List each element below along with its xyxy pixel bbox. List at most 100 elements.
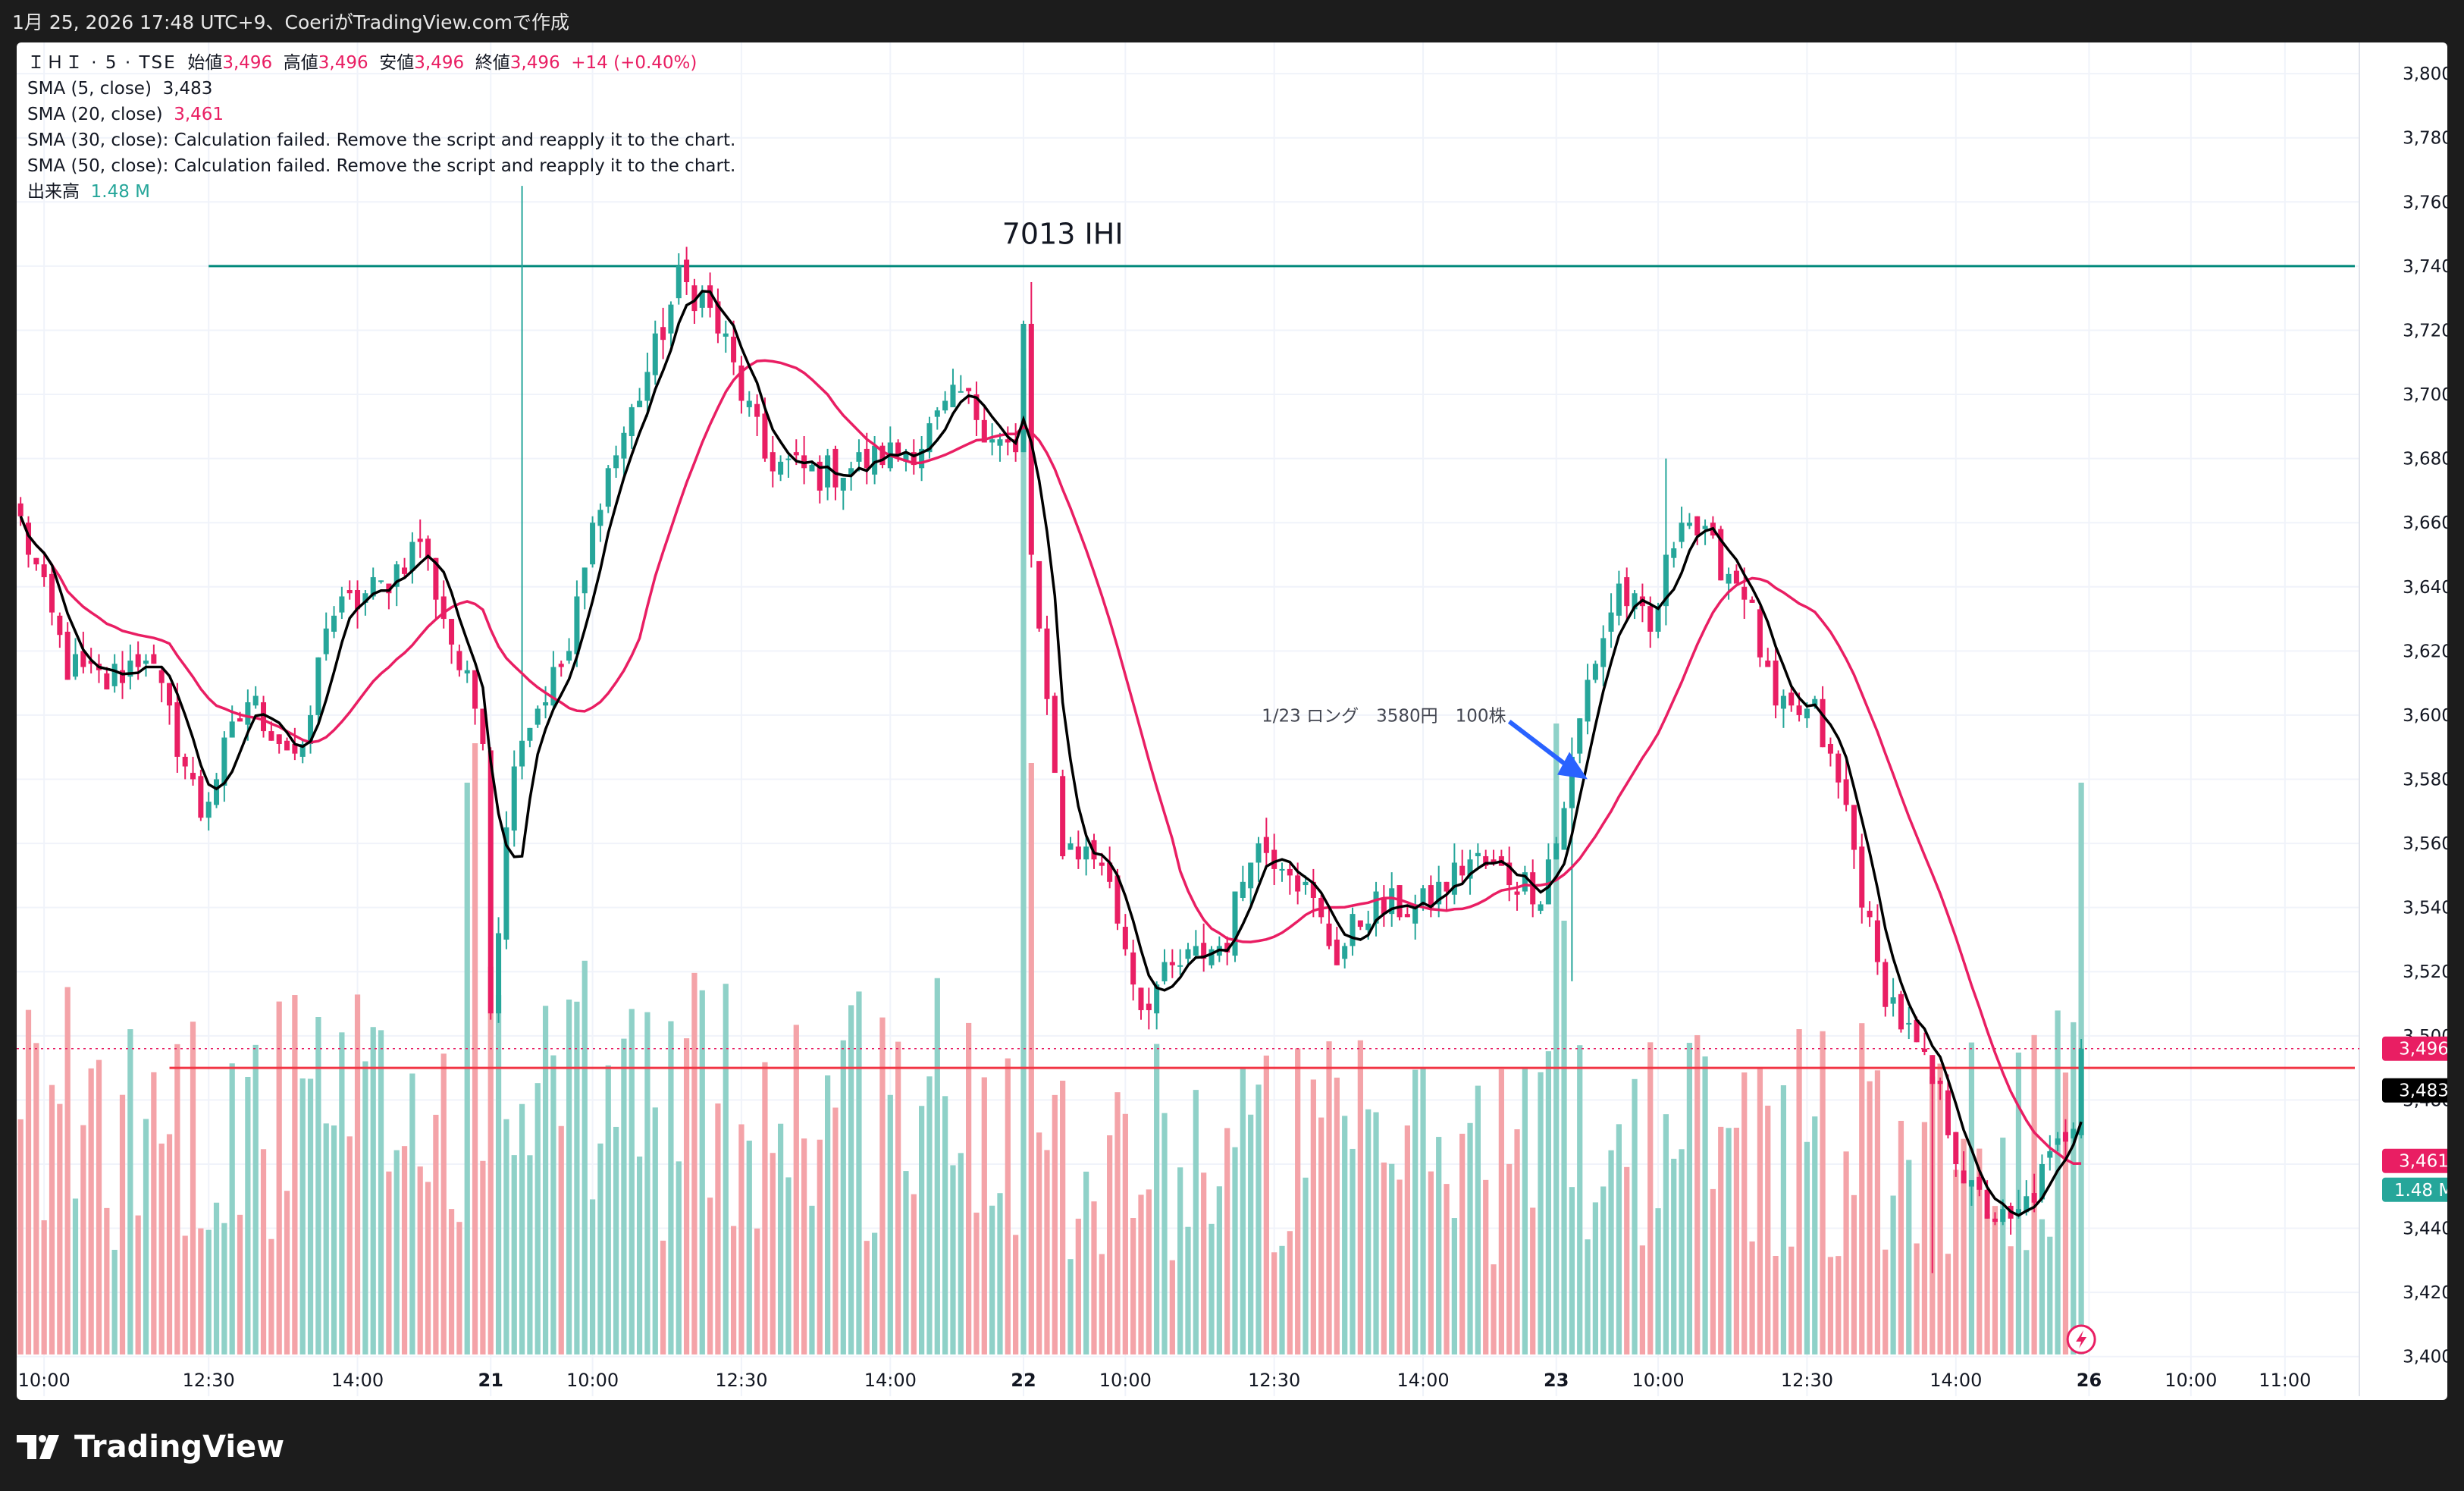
volume-bar: [440, 1053, 447, 1354]
last-price-tag: 3,496: [2399, 1040, 2447, 1059]
price-tick-label: 3,620: [2403, 642, 2447, 661]
legend-sma30-row[interactable]: SMA (30, close): Calculation failed. Rem…: [27, 127, 735, 153]
candle-body: [370, 577, 376, 597]
volume-bar: [1953, 1169, 1959, 1354]
legend-sma5-row[interactable]: SMA (5, close) 3,483: [27, 76, 735, 102]
price-tick-label: 3,740: [2403, 257, 2447, 277]
candle-body: [2047, 1151, 2053, 1158]
candle-body: [1240, 881, 1246, 898]
candle-body: [261, 702, 267, 732]
candle-body: [487, 750, 494, 1014]
candle-body: [605, 468, 611, 507]
candle-body: [1138, 987, 1144, 1010]
candle-body: [1655, 606, 1661, 632]
volume-bar: [1091, 1201, 1097, 1354]
legend-symbol-row[interactable]: ＩＨＩ · 5 · TSE 始値3,496 高値3,496 安値3,496 終値…: [27, 50, 735, 76]
volume-bar: [1083, 1171, 1089, 1354]
volume-bar: [1921, 1122, 1928, 1354]
candle-body: [1780, 695, 1786, 709]
volume-bar: [72, 1198, 79, 1354]
time-tick-label: 26: [2077, 1370, 2102, 1391]
sma5-label: SMA (5, close): [27, 79, 152, 99]
candle-body: [527, 727, 533, 741]
last-price-tag-bg: [2382, 1036, 2447, 1061]
time-tick-label: 12:30: [1781, 1370, 1833, 1391]
candle-body: [1208, 949, 1215, 965]
volume-bar: [1028, 763, 1034, 1354]
time-tick-label: 10:00: [2165, 1370, 2217, 1391]
volume-bar: [754, 1228, 760, 1354]
volume-bar: [542, 1006, 549, 1354]
volume-bar: [1201, 1172, 1207, 1354]
legend-volume-row[interactable]: 出来高 1.48 M: [27, 179, 735, 205]
volume-bar: [1506, 1163, 1513, 1354]
volume-bar: [96, 1059, 102, 1354]
candle-body: [558, 664, 564, 667]
time-tick-label: 22: [1011, 1370, 1036, 1391]
sma20-value: 3,461: [174, 105, 224, 124]
volume-bar: [354, 994, 361, 1354]
volume-bar: [88, 1068, 94, 1354]
open-label: 始値: [187, 53, 223, 73]
candle-body: [127, 661, 133, 677]
candle-body: [1075, 846, 1081, 860]
volume-bar: [1812, 1116, 1818, 1354]
volume-bar: [2047, 1236, 2053, 1354]
volume-bar: [1036, 1132, 1042, 1354]
volume-bar: [190, 1022, 196, 1354]
volume-bar: [331, 1125, 337, 1354]
volume-bar: [832, 1107, 839, 1354]
change-value: +14 (+0.40%): [571, 53, 698, 73]
sma20-price-tag-bg: [2382, 1148, 2447, 1173]
candle-body: [433, 557, 439, 600]
volume-bar: [793, 1025, 799, 1354]
volume-bar: [1428, 1171, 1434, 1354]
candle-body: [1436, 881, 1442, 905]
candle-body: [1475, 852, 1481, 856]
volume-bar: [762, 1062, 768, 1354]
volume-bar: [872, 1232, 878, 1354]
volume-bar: [1295, 1048, 1301, 1354]
candle-body: [731, 336, 737, 363]
candle-body: [1585, 680, 1591, 722]
candle-body: [637, 400, 643, 407]
volume-bar: [409, 1073, 415, 1354]
sma5-path: [19, 290, 2083, 1217]
sma20-price-tag: 3,461: [2399, 1152, 2447, 1172]
candle-body: [2015, 1209, 2021, 1216]
legend-sma20-row[interactable]: SMA (20, close) 3,461: [27, 102, 735, 127]
candle-body: [1577, 718, 1583, 754]
chart-title: 7013 IHI: [1002, 217, 1124, 250]
candle-body: [1914, 1019, 1920, 1043]
candle-body: [1506, 862, 1513, 886]
candle-body: [143, 661, 149, 664]
volume-bar: [1334, 1077, 1340, 1354]
volume-bar: [1146, 1189, 1152, 1354]
volume-bar: [1608, 1150, 1614, 1354]
volume-bar: [966, 1022, 972, 1354]
volume-bar: [989, 1205, 995, 1354]
candle-body: [1898, 993, 1904, 1030]
candlestick-chart[interactable]: 7013 IHI 1/23 ロング 3580円 100株 3,400 3,420 3,…: [17, 42, 2447, 1400]
candle-body: [1843, 779, 1849, 805]
candle-body: [355, 590, 361, 610]
candle-body: [1310, 881, 1316, 898]
volume-bar: [119, 1094, 126, 1354]
legend-sma50-row[interactable]: SMA (50, close): Calculation failed. Rem…: [27, 153, 735, 179]
volume-value: 1.48 M: [90, 182, 150, 202]
volume-bar: [213, 1202, 220, 1354]
time-tick-label: 12:30: [1248, 1370, 1300, 1391]
volume-bar: [1224, 1128, 1230, 1354]
candle-body: [308, 714, 314, 744]
tradingview-logo[interactable]: TradingView: [17, 1424, 284, 1470]
volume-bar: [472, 743, 478, 1354]
volume-bar: [268, 1238, 274, 1354]
candle-body: [1561, 808, 1567, 850]
lightning-icon: [2076, 1330, 2087, 1348]
volume-bar: [691, 972, 698, 1354]
chart-panel[interactable]: 7013 IHI 1/23 ロング 3580円 100株 3,400 3,420 3,…: [17, 42, 2447, 1400]
volume-bar: [1796, 1029, 1802, 1354]
volume-bar: [1906, 1160, 1912, 1354]
price-tick-label: 3,640: [2403, 578, 2447, 598]
candle-body: [1812, 698, 1818, 706]
